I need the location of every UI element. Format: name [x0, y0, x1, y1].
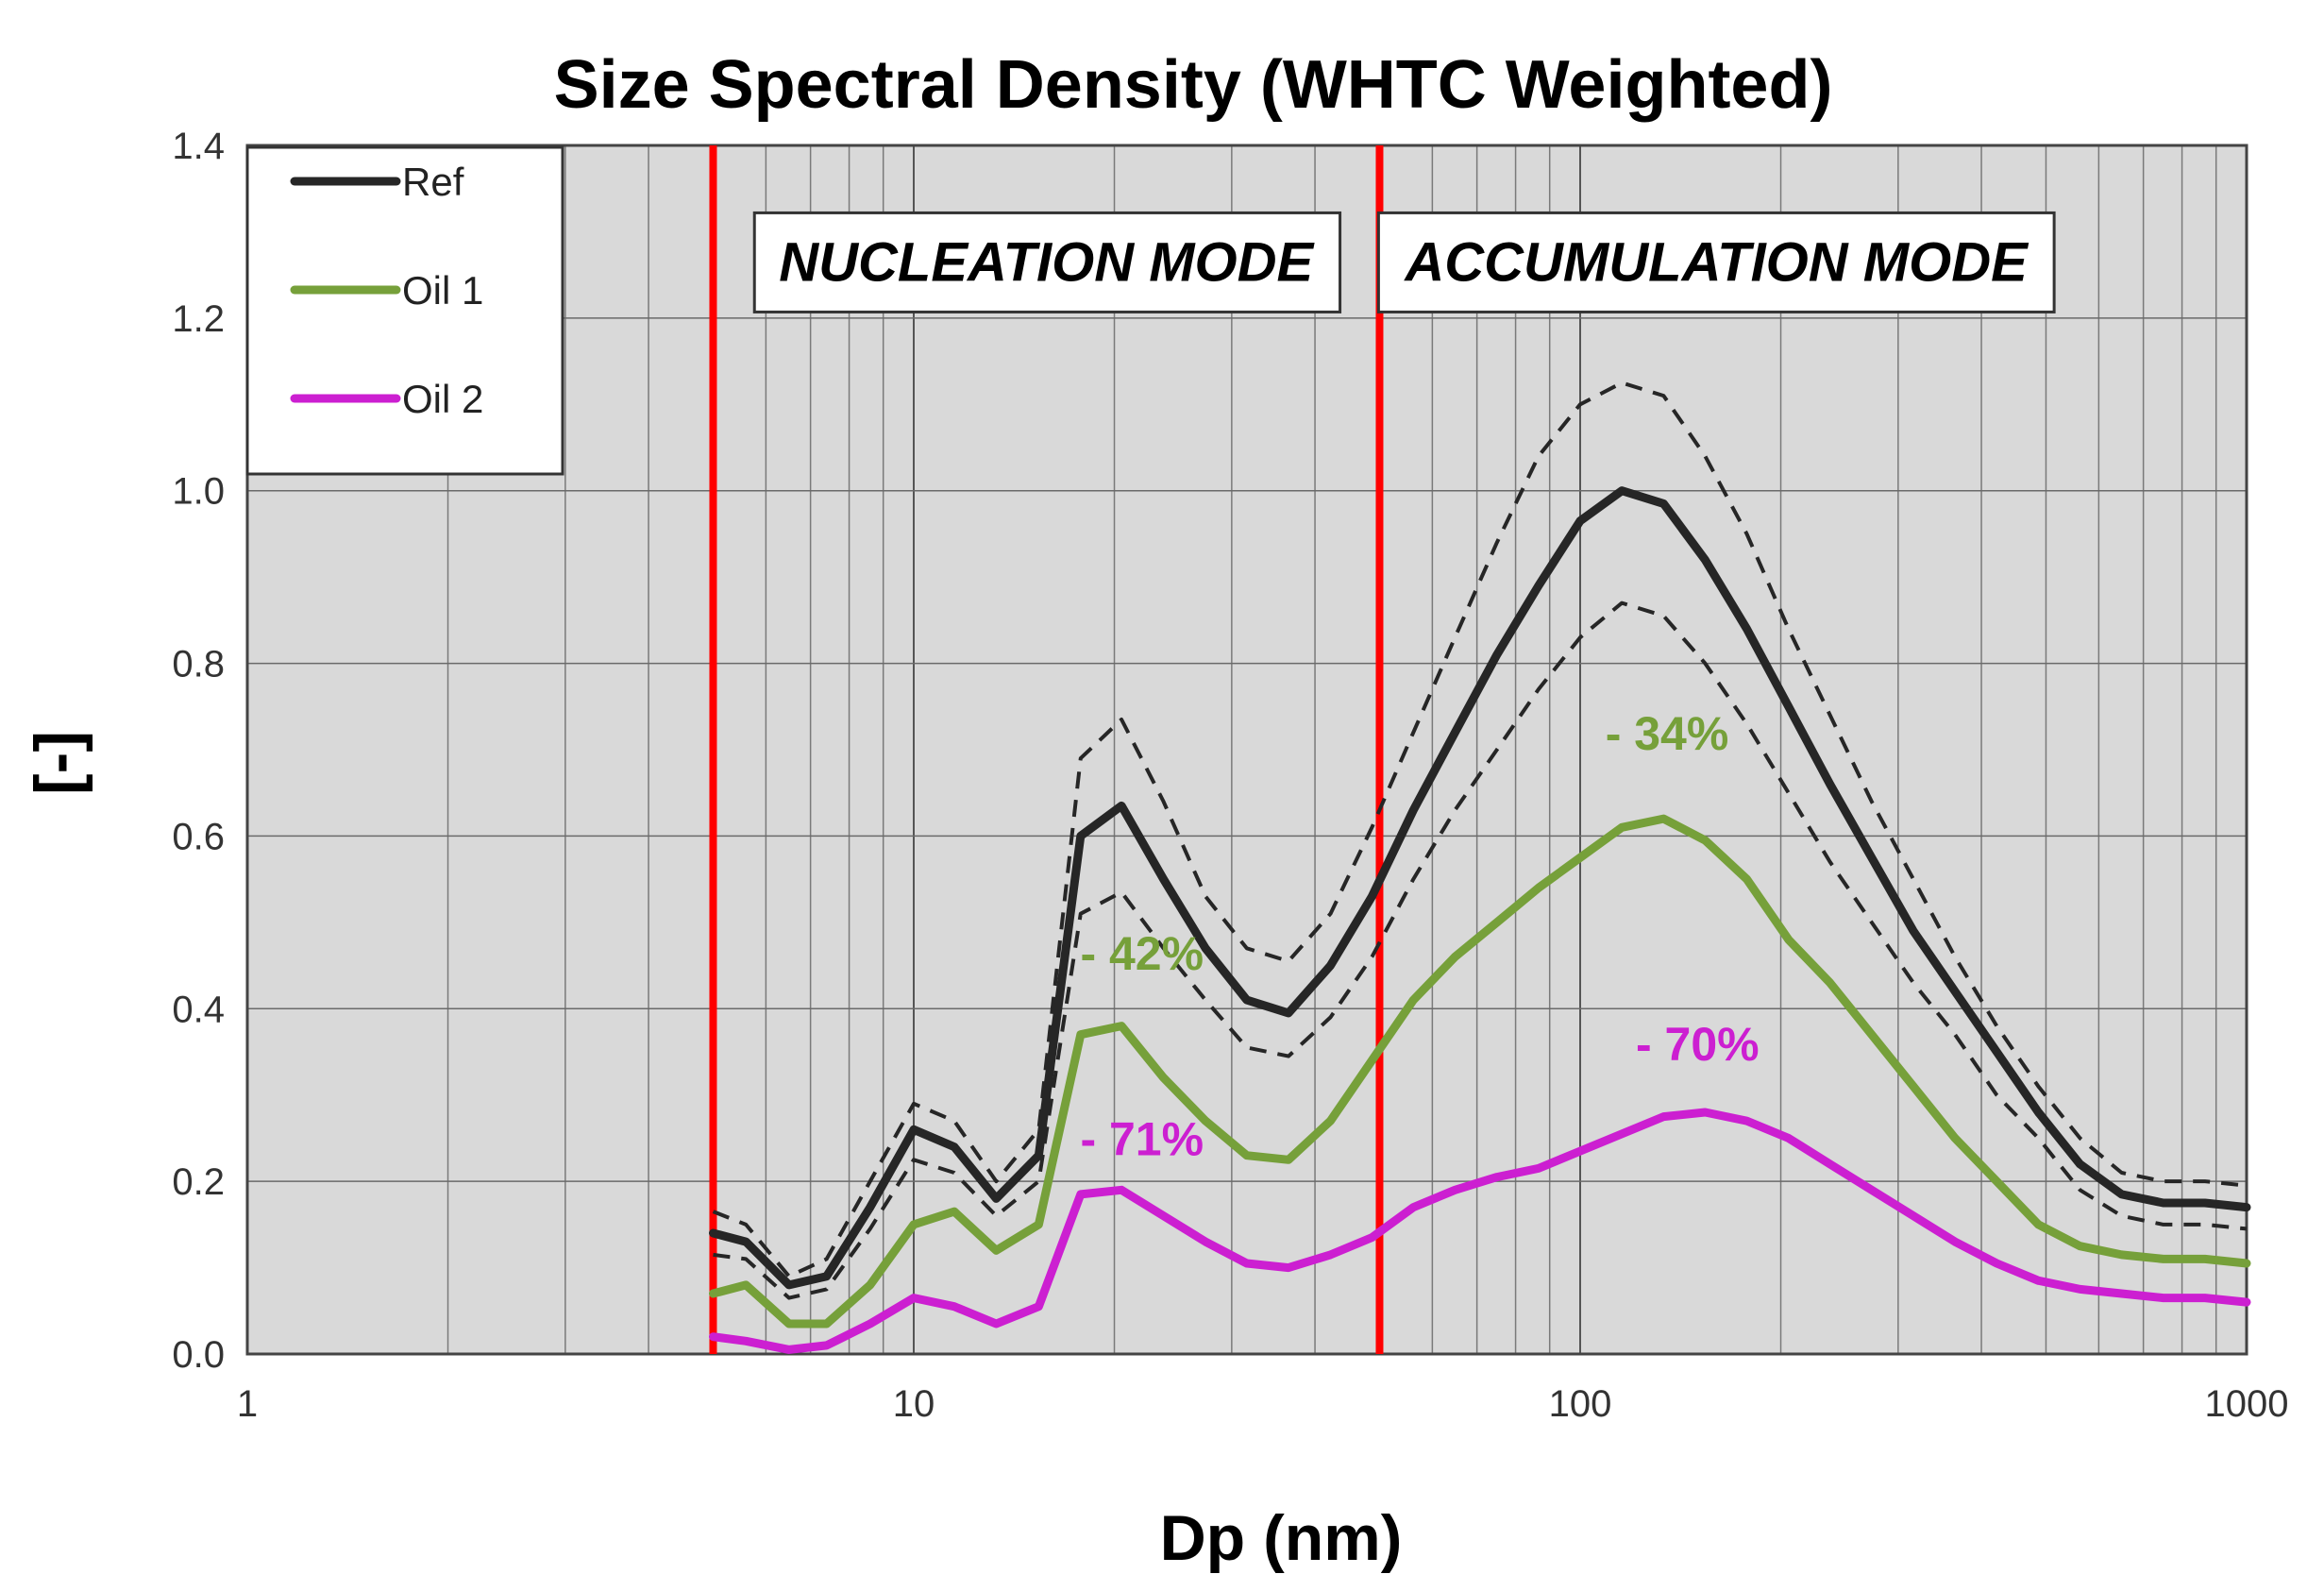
series-line-oil-2 — [709, 1108, 2251, 1354]
x-tick-label: 1 — [237, 1383, 258, 1425]
y-tick-label: 0.6 — [172, 816, 225, 857]
annotations: - 42% - 71% - 34% - 70% — [1080, 707, 1759, 1166]
annotation-label: - 70% — [1636, 1018, 1760, 1071]
mode-label-accumulation-mode: ACCUMULATION MODE — [1403, 231, 2029, 293]
legend-label-oil-2: Oil 2 — [402, 377, 483, 421]
x-axis-ticks: 1 10 100 1000 — [237, 1383, 2289, 1425]
legend-label-oil-1: Oil 1 — [402, 268, 483, 313]
series-line-oil-1 — [709, 814, 2251, 1329]
mode-label-box — [1376, 211, 2056, 313]
mode-labels: NUCLEATION MODE ACCUMULATION MODE — [752, 211, 2056, 313]
legend: Ref Oil 1 Oil 2 — [245, 145, 564, 476]
annotation-label: - 34% — [1606, 707, 1729, 760]
mode-label-box — [752, 211, 1342, 313]
y-tick-label: 0.8 — [172, 644, 225, 685]
series-line-ref-lower-bound — [713, 601, 2248, 1300]
y-tick-label: 1.4 — [172, 126, 225, 167]
y-tick-label: 1.2 — [172, 298, 225, 340]
y-tick-label: 0.0 — [172, 1334, 225, 1376]
chart-title: Size Spectral Density (WHTC Weighted) — [554, 47, 1833, 123]
y-axis-ticks: 0.0 0.2 0.4 0.6 0.8 1.0 1.2 1.4 — [172, 126, 225, 1376]
legend-box — [245, 145, 564, 476]
annotation-label: - 42% — [1080, 927, 1204, 980]
y-tick-label: 1.0 — [172, 471, 225, 513]
annotation-label: - 71% — [1080, 1113, 1204, 1166]
x-axis-label: Dp (nm) — [1160, 1502, 1403, 1574]
x-tick-label: 100 — [1549, 1383, 1612, 1425]
grid-minor — [446, 145, 2217, 1354]
plot-frame — [245, 144, 2248, 1356]
series-line-ref — [709, 486, 2251, 1290]
series-layer — [709, 381, 2251, 1354]
x-tick-label: 1000 — [2205, 1383, 2289, 1425]
series-line-ref-upper-bound — [712, 381, 2248, 1278]
legend-label-ref: Ref — [402, 160, 464, 204]
y-axis-label: [-] — [22, 731, 93, 795]
y-tick-label: 0.2 — [172, 1161, 225, 1203]
x-tick-label: 10 — [893, 1383, 935, 1425]
mode-boundaries — [709, 145, 1384, 1354]
mode-label-nucleation-mode: NUCLEATION MODE — [779, 231, 1315, 293]
y-tick-label: 0.4 — [172, 989, 225, 1030]
